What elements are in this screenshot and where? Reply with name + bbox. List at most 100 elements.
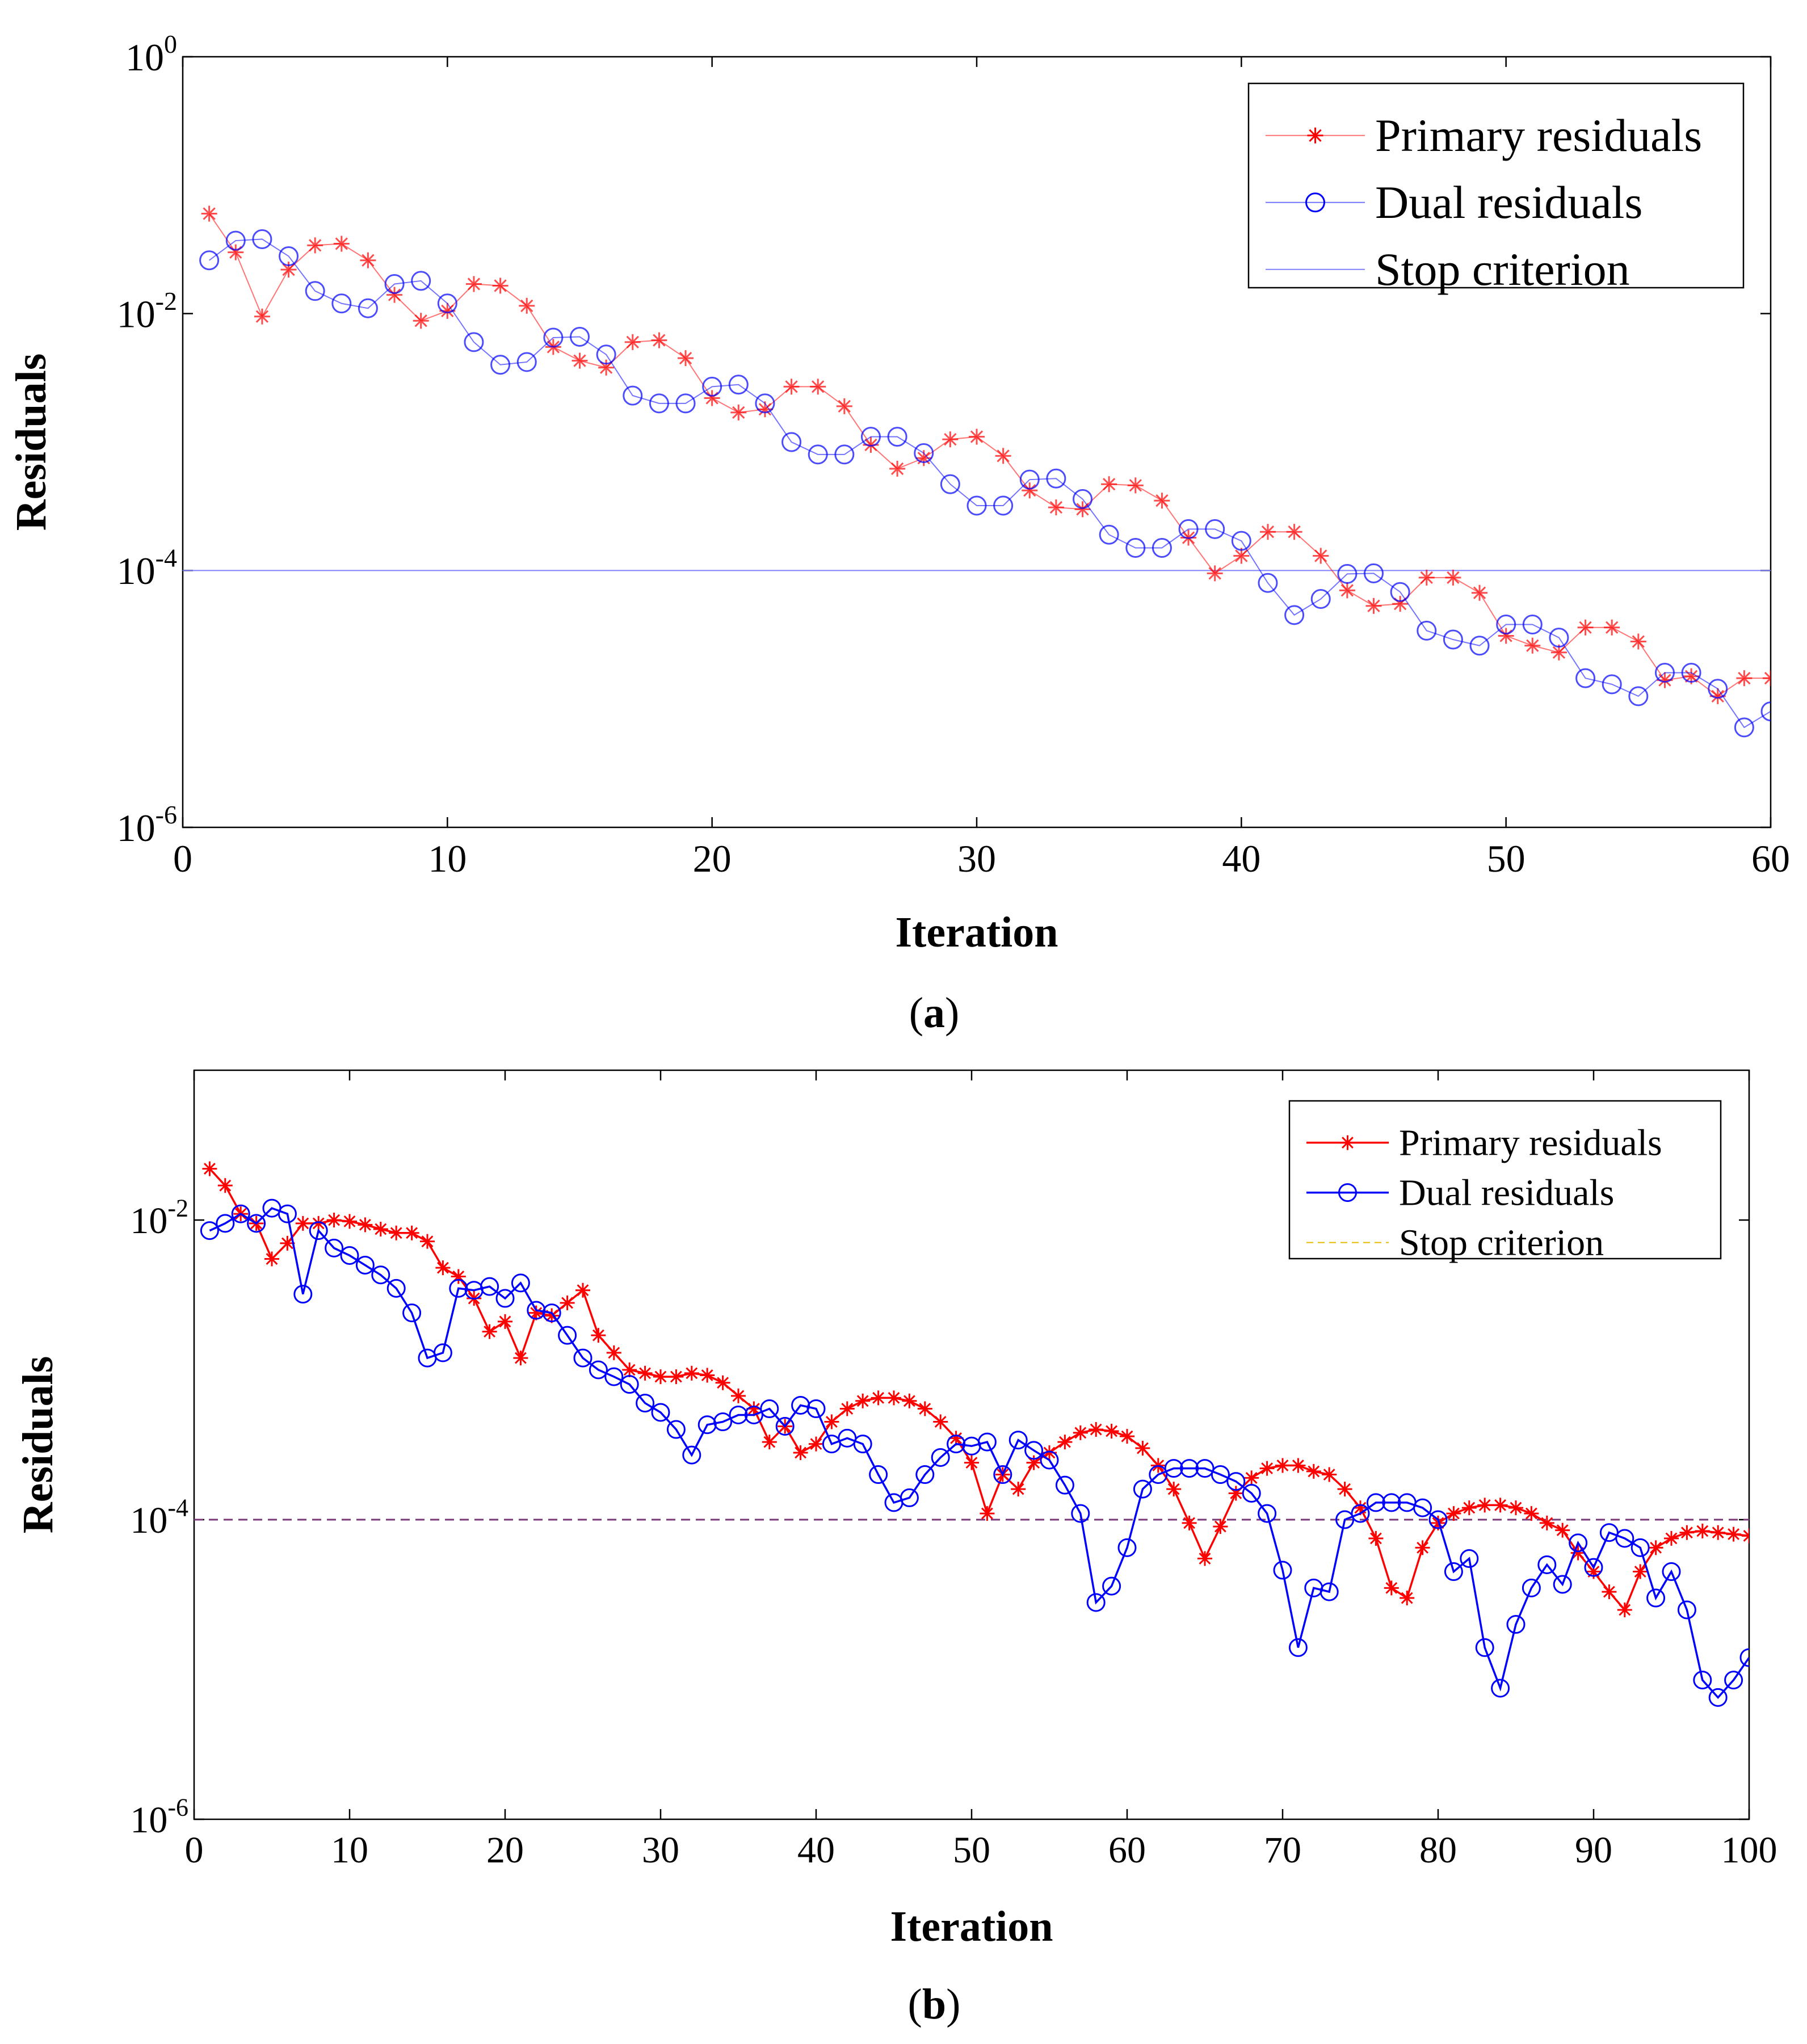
data-point-circle (1708, 1688, 1728, 1707)
data-point-circle (1226, 1472, 1246, 1491)
data-point-circle (1443, 629, 1463, 650)
data-point-star (678, 350, 694, 367)
data-point-circle (516, 352, 537, 372)
x-tick-label: 80 (1419, 1829, 1457, 1871)
data-layer (194, 1161, 1749, 1707)
data-point-star (1197, 1551, 1212, 1566)
data-point-star (793, 1445, 808, 1460)
data-point-circle (1553, 1575, 1572, 1594)
data-point-star (358, 1217, 373, 1233)
data-point-star (863, 437, 879, 453)
data-point-circle (1708, 679, 1728, 699)
panel-label-open: ( (908, 1980, 922, 2028)
data-point-star (420, 1234, 435, 1249)
data-point-circle (675, 393, 696, 414)
data-point-star (307, 237, 323, 254)
data-point-star (730, 404, 747, 420)
data-point-circle (1086, 1593, 1106, 1612)
data-point-circle (1117, 1538, 1137, 1557)
x-tick-label: 60 (1751, 837, 1790, 880)
data-point-star (1726, 1526, 1741, 1542)
x-tick-label: 100 (1721, 1829, 1777, 1871)
data-point-circle (495, 1289, 515, 1308)
data-point-star (575, 1282, 590, 1298)
data-point-star (413, 313, 429, 329)
data-point-circle (464, 332, 484, 352)
y-tick-base: 10 (130, 1500, 167, 1541)
data-point-star (1026, 1455, 1041, 1470)
data-point-star (809, 1436, 823, 1452)
data-point-circle (702, 376, 722, 397)
data-point-star (201, 205, 217, 222)
data-point-star (1127, 477, 1144, 494)
data-point-star (1630, 633, 1646, 650)
data-point-star (964, 1455, 979, 1470)
data-point-star (519, 297, 535, 314)
data-point-star (333, 235, 350, 252)
data-point-star (731, 1388, 746, 1403)
data-point-circle (1491, 1679, 1510, 1698)
data-point-circle (1382, 1493, 1401, 1512)
legend: Primary residuals Dual residuals Stop crit… (1247, 82, 1745, 295)
data-point-star (1617, 1602, 1632, 1617)
data-point-star (1679, 1525, 1695, 1540)
y-tick-exponent: -4 (156, 544, 177, 573)
data-point-star (1089, 1422, 1104, 1437)
data-point-star (700, 1368, 715, 1383)
data-point-circle (775, 1416, 795, 1436)
data-point-circle (1180, 1459, 1199, 1478)
legend-box (1247, 82, 1745, 289)
data-point-star (280, 262, 297, 278)
legend-item: Dual residuals (1266, 176, 1642, 228)
data-point-star (280, 1235, 295, 1251)
data-point-star (715, 1375, 730, 1390)
data-point-star (1709, 688, 1726, 704)
data-point-circle (358, 298, 378, 318)
data-point-circle (1019, 469, 1040, 490)
legend-star-marker (1307, 127, 1323, 144)
data-point-star (1508, 1500, 1523, 1516)
y-tick-base: 10 (125, 36, 164, 79)
data-point-star (228, 244, 244, 260)
panel-label: (a) (909, 989, 960, 1037)
chart-panel-a: 0 10 20 30 40 50 6010-610-410-2100IterationRes… (7, 30, 1790, 1037)
legend-label: Primary residuals (1399, 1122, 1662, 1163)
data-point-star (886, 1390, 901, 1406)
data-point-circle (216, 1214, 235, 1233)
data-point-circle (1630, 1538, 1650, 1557)
data-point-star (824, 1414, 839, 1429)
legend: Primary residuals Dual residuals Stop crit… (1288, 1100, 1722, 1263)
data-point-circle (1602, 674, 1622, 695)
data-point-circle (1428, 1510, 1448, 1529)
legend-label: Stop criterion (1399, 1222, 1604, 1263)
data-point-circle (604, 1367, 624, 1386)
data-point-star (1259, 524, 1276, 540)
legend-circle-marker (1338, 1183, 1357, 1202)
data-point-circle (1724, 1671, 1743, 1690)
data-point-circle (225, 230, 246, 251)
data-point-star (202, 1161, 217, 1176)
data-point-circle (589, 1360, 608, 1380)
data-point-star (1368, 1530, 1384, 1546)
data-point-star (1048, 499, 1064, 516)
data-point-circle (1681, 662, 1701, 683)
data-point-star (482, 1324, 497, 1339)
data-point-star (1384, 1580, 1399, 1596)
data-point-star (311, 1216, 326, 1231)
data-point-circle (1366, 1493, 1385, 1512)
data-point-star (1633, 1564, 1648, 1579)
y-tick-exponent: -6 (156, 800, 177, 829)
data-point-circle (931, 1448, 950, 1467)
y-tick-base: 10 (117, 549, 156, 592)
data-point-star (1539, 1515, 1554, 1530)
data-point-circle (728, 375, 749, 395)
data-point-circle (305, 281, 325, 301)
data-point-circle (806, 1399, 826, 1419)
data-point-circle (384, 274, 405, 295)
x-tick-label: 0 (173, 837, 192, 880)
data-point-circle (573, 1348, 592, 1368)
data-point-star (969, 428, 985, 445)
data-point-star (1711, 1525, 1726, 1540)
data-point-circle (1734, 717, 1754, 738)
